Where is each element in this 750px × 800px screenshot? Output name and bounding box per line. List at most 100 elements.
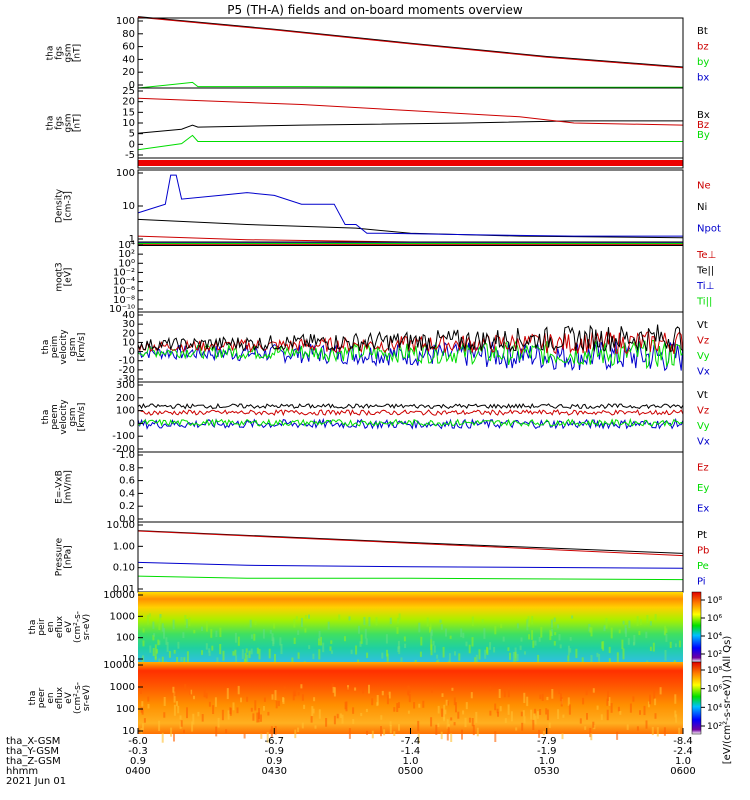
- spectrogram-cell: [645, 720, 648, 729]
- y-tick-label: -10: [119, 356, 135, 367]
- legend-Bz: Bz: [697, 120, 709, 131]
- spectrogram-cell: [318, 649, 321, 660]
- spectrogram-cell: [664, 625, 667, 636]
- spectrogram-cell: [553, 641, 556, 646]
- spectrogram-cell: [366, 652, 369, 658]
- y-axis-label: eV: [64, 691, 74, 704]
- spectrogram-cell: [632, 641, 635, 646]
- y-tick-label: 20: [122, 97, 135, 108]
- spectrogram-cell: [437, 705, 440, 714]
- spectrogram-cell: [268, 648, 271, 659]
- y-tick-label: 10000: [103, 660, 135, 671]
- spectrogram-cell: [674, 694, 677, 704]
- spectrogram-cell: [532, 719, 535, 730]
- spectrogram-cell: [554, 632, 557, 636]
- y-axis-label: peem: [50, 404, 60, 430]
- x-tick-label: 0530: [534, 766, 559, 777]
- x-tick-label: -2.4: [673, 746, 693, 757]
- spectrogram-cell: [174, 689, 177, 697]
- spectrogram-cell: [418, 703, 421, 708]
- spectrogram-cell: [152, 621, 155, 629]
- spectrogram-cell: [318, 709, 321, 719]
- spectrogram-cell: [396, 703, 399, 712]
- spectrogram-cell: [201, 650, 203, 655]
- y-axis-label: peer: [37, 687, 47, 708]
- spectrogram-cell: [142, 628, 145, 633]
- spectrogram-cell: [311, 706, 314, 716]
- spectrogram-cell: [346, 687, 349, 692]
- x-tick-label: 0600: [670, 766, 695, 777]
- spectrogram-cell: [152, 635, 155, 641]
- series-Bx: [137, 120, 683, 134]
- y-tick-label: 1.00: [113, 541, 135, 552]
- spectrogram-cell: [272, 637, 275, 647]
- spectrogram-cell: [172, 686, 175, 693]
- spectrogram-cell: [445, 699, 448, 706]
- spectrogram-cell: [156, 649, 158, 654]
- spectrogram-cell: [417, 720, 420, 732]
- spectrogram-cell: [142, 723, 144, 731]
- colorbar: [691, 661, 702, 735]
- spectrogram-cell: [225, 729, 228, 734]
- spectrogram-cell: [626, 724, 629, 730]
- spectrogram-cell: [250, 648, 253, 655]
- spectrogram-cell: [165, 637, 168, 645]
- x-tick-label: -7.4: [401, 736, 421, 747]
- spectrogram-cell: [617, 706, 620, 712]
- y-axis-label: [nT]: [73, 114, 83, 132]
- spectrogram-cell: [168, 651, 171, 658]
- spectrogram-cell: [605, 618, 608, 629]
- spectrogram-cell: [489, 686, 492, 692]
- spectrogram-cell: [664, 650, 667, 661]
- spectrogram-cell: [173, 649, 176, 654]
- spectrogram-cell: [540, 626, 543, 638]
- spectrogram-cell: [526, 696, 529, 707]
- spectrogram-cell: [533, 713, 536, 723]
- spectrogram-cell: [140, 706, 143, 713]
- spectrogram-cell: [514, 651, 517, 662]
- spectrogram-cell: [252, 713, 255, 721]
- y-tick-label: 0.6: [119, 476, 135, 487]
- y-tick-label: -100: [112, 431, 135, 442]
- spectrogram-cell: [436, 654, 439, 659]
- spectrogram-cell: [364, 628, 367, 639]
- y-axis-label: eflux: [55, 615, 65, 638]
- spectrogram-cell: [363, 617, 366, 625]
- spectrogram-cell: [618, 629, 621, 634]
- spectrogram-cell: [348, 728, 351, 739]
- spectrogram-cell: [304, 615, 307, 619]
- spectrogram-cell: [557, 709, 560, 720]
- y-tick-label: 20: [122, 328, 135, 339]
- spectrogram-cell: [633, 634, 636, 645]
- spectrogram-cell: [541, 693, 544, 701]
- spectrogram-cell: [176, 657, 179, 666]
- legend-Ez: Ez: [697, 462, 709, 473]
- legend-Pt: Pt: [697, 530, 707, 541]
- series-noise-black: [137, 402, 684, 410]
- spectrogram-cell: [441, 693, 444, 697]
- spectrogram-cell: [558, 689, 561, 694]
- y-axis-label: [nPa]: [64, 545, 74, 568]
- y-tick-label: 100: [116, 168, 135, 179]
- y-tick-label: 0.01: [113, 584, 135, 595]
- y-axis-label: eV: [64, 620, 74, 633]
- spectrogram-cell: [270, 726, 273, 737]
- spectrogram-cell: [443, 704, 446, 716]
- spectrogram-cell: [197, 711, 200, 717]
- legend-by: by: [697, 57, 709, 68]
- spectrogram-cell: [201, 626, 203, 632]
- spectrogram-cell: [148, 613, 151, 617]
- spectrogram-cell: [177, 641, 180, 649]
- y-tick-label: 200: [116, 393, 135, 404]
- legend-Vt: Vt: [697, 320, 708, 331]
- spectrogram-cell: [211, 645, 214, 651]
- series-noise-black: [137, 324, 684, 353]
- spectrogram-cell: [654, 713, 657, 719]
- spectrogram-cell: [606, 698, 609, 706]
- spectrogram-cell: [669, 641, 672, 648]
- spectrogram-cell: [606, 709, 609, 721]
- spectrogram-cell: [258, 649, 261, 660]
- spectrogram-cell: [263, 706, 265, 711]
- spectrogram-cell: [163, 712, 166, 718]
- spectrogram-cell: [426, 617, 429, 627]
